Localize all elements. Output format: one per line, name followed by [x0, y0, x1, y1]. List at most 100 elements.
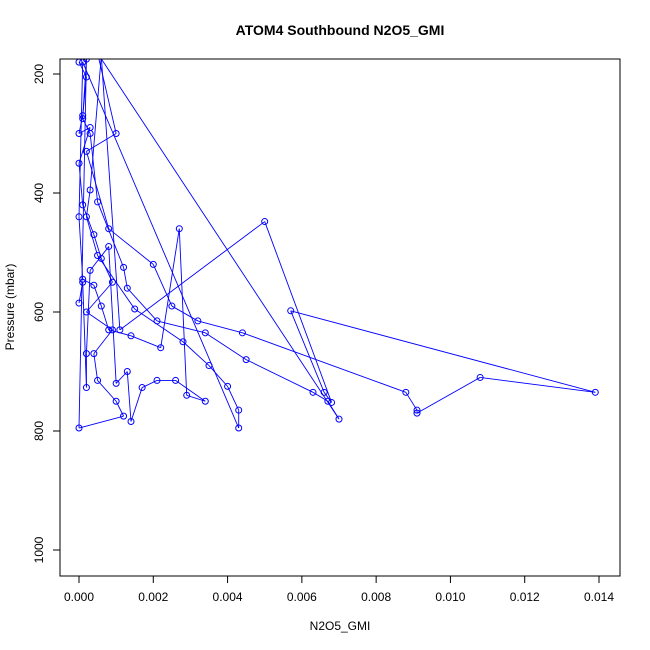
data-point: [90, 281, 98, 289]
data-point: [108, 278, 116, 286]
data-point: [82, 308, 90, 316]
data-point: [242, 356, 250, 364]
x-axis: 0.000 0.002 0.004 0.006 0.008 0.010 0.012 0.014: [64, 575, 614, 604]
x-tick-label: 0.002: [138, 590, 168, 604]
series-segment: [171, 305, 199, 322]
series-segment: [242, 332, 407, 393]
data-point: [86, 130, 94, 137]
data-point: [201, 329, 209, 337]
series-segment: [93, 285, 102, 307]
series-segment: [97, 380, 117, 402]
series-segment: [290, 310, 325, 393]
data-point: [149, 260, 157, 268]
x-tick-label: 0.004: [213, 590, 243, 604]
series-segment: [85, 216, 99, 256]
y-tick-label: 800: [32, 421, 46, 441]
data-point: [82, 147, 90, 155]
y-tick-label: 400: [32, 183, 46, 203]
data-series: [75, 50, 599, 432]
data-point: [235, 424, 243, 432]
series-segment: [480, 377, 596, 393]
series-segment: [178, 228, 188, 396]
series-segment: [264, 221, 332, 403]
series-segment: [85, 151, 110, 229]
series-segment: [134, 308, 184, 343]
data-point: [131, 305, 139, 313]
data-point: [261, 218, 269, 226]
data-point: [90, 231, 98, 239]
series-segment: [245, 359, 314, 393]
data-point: [287, 307, 295, 315]
series-segment: [405, 392, 418, 411]
series-segment: [205, 332, 247, 360]
series-segment: [126, 371, 132, 422]
data-point: [116, 326, 124, 334]
data-point: [105, 243, 113, 251]
data-point: [82, 350, 90, 358]
series-segment: [78, 163, 84, 205]
data-point: [90, 350, 98, 358]
x-tick-label: 0.008: [361, 590, 391, 604]
data-point: [172, 376, 180, 384]
series-segment: [119, 221, 265, 331]
data-point: [94, 251, 102, 259]
x-tick-label: 0.014: [584, 590, 614, 604]
data-point: [127, 417, 135, 425]
data-point: [112, 379, 120, 387]
data-point: [153, 376, 161, 384]
data-point: [127, 332, 135, 340]
data-point: [201, 397, 209, 405]
data-point: [75, 299, 83, 307]
data-point: [82, 213, 90, 221]
series-segment: [126, 287, 158, 322]
data-point: [402, 388, 410, 396]
series-segment: [78, 415, 124, 429]
data-point: [95, 50, 101, 56]
series-segment: [197, 320, 243, 334]
data-point: [309, 388, 317, 396]
series-segment: [85, 270, 91, 354]
data-point: [82, 73, 90, 81]
data-point: [324, 397, 332, 405]
data-point: [82, 384, 90, 392]
y-axis: 200 400 600 800 1000: [32, 64, 61, 563]
series-segment: [130, 387, 143, 422]
series-segment: [100, 59, 340, 420]
x-tick-label: 0.012: [510, 590, 540, 604]
data-point: [476, 373, 484, 381]
x-tick-label: 0.010: [435, 590, 465, 604]
data-point: [75, 213, 83, 221]
data-point: [123, 368, 131, 375]
data-point: [120, 263, 128, 271]
data-point: [99, 59, 104, 60]
data-point: [94, 376, 102, 384]
series-segment: [101, 59, 121, 330]
data-point: [179, 338, 187, 346]
series-segment: [130, 335, 161, 349]
data-point: [79, 275, 87, 283]
y-tick-label: 200: [32, 64, 46, 84]
plot-frame: [59, 58, 621, 577]
data-point: [75, 130, 83, 137]
data-point: [413, 406, 421, 414]
y-tick-label: 600: [32, 302, 46, 322]
data-point: [235, 406, 243, 414]
chart-title: ATOM4 Southbound N2O5_GMI: [236, 22, 445, 38]
data-point: [75, 424, 83, 432]
series-segment: [89, 133, 99, 202]
series-segment: [82, 61, 240, 429]
data-point: [138, 384, 146, 392]
y-tick-label: 1000: [32, 536, 46, 563]
x-tick-label: 0.000: [64, 590, 94, 604]
series-segment: [152, 264, 173, 307]
data-point: [108, 326, 116, 334]
series-segment: [85, 189, 91, 217]
data-point: [175, 225, 183, 233]
x-axis-label: N2O5_GMI: [310, 619, 371, 633]
data-point: [94, 198, 102, 206]
data-point: [79, 278, 87, 286]
series-segment: [78, 62, 84, 217]
series-segment: [182, 341, 210, 366]
series-segment: [115, 371, 128, 384]
